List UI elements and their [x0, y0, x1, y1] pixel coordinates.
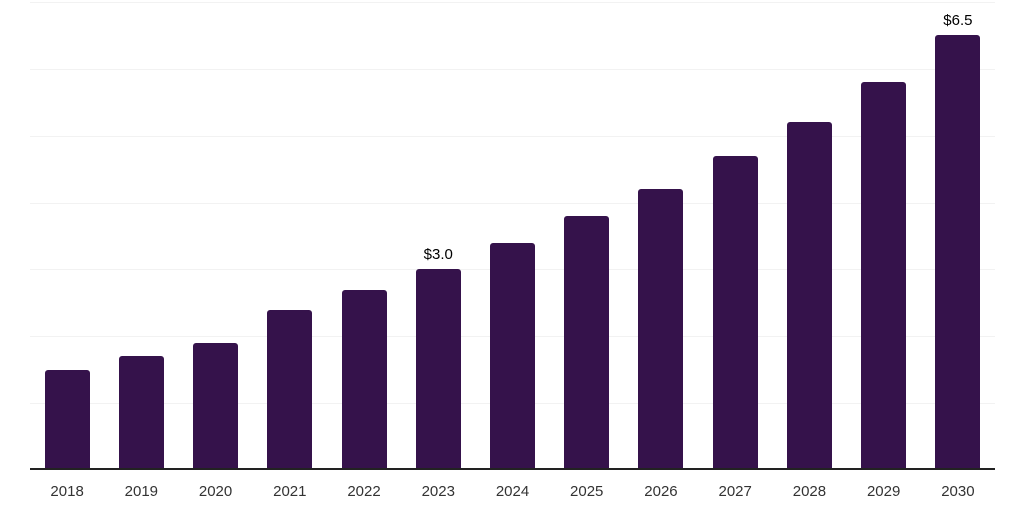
- bar-value-label-2023: $3.0: [423, 246, 453, 264]
- bar-2028: [786, 122, 832, 470]
- x-tick-2024: 2024: [495, 483, 530, 500]
- x-tick-2022: 2022: [347, 483, 381, 500]
- x-axis-tick-labels: 2018 2019 2020 2021 2022 2023 2024 2025 2026 2027…: [30, 482, 995, 504]
- bar-2021: [267, 309, 313, 470]
- x-axis-line: [30, 468, 995, 470]
- bar-value-label-2030: $6.5: [943, 12, 973, 30]
- bar-2022: [341, 289, 387, 470]
- gridline-y-5: [30, 135, 995, 137]
- gridline-y-6: [30, 68, 995, 70]
- bar-2030: [935, 35, 981, 470]
- x-tick-2025: 2025: [570, 483, 604, 500]
- bar-2025: [564, 215, 610, 470]
- x-tick-2026: 2026: [644, 483, 678, 500]
- bar-2019: [118, 356, 164, 470]
- bar-2029: [861, 82, 907, 470]
- x-tick-2028: 2028: [792, 483, 827, 500]
- x-tick-2023: 2023: [421, 483, 455, 500]
- x-tick-2020: 2020: [198, 483, 233, 500]
- gridline-y-4: [30, 202, 995, 204]
- bar-2027: [712, 155, 758, 470]
- x-tick-2030: 2030: [941, 483, 975, 500]
- x-tick-2018: 2018: [50, 483, 84, 500]
- bar-2018: [44, 369, 90, 470]
- bar-2023: [415, 269, 461, 470]
- x-tick-2019: 2019: [124, 483, 159, 500]
- bar-2026: [638, 189, 684, 470]
- x-tick-2029: 2029: [866, 483, 901, 500]
- bar-2024: [490, 242, 535, 470]
- plot-area: $3.0 $6.5: [30, 2, 995, 470]
- x-tick-2027: 2027: [718, 483, 752, 500]
- x-tick-2021: 2021: [273, 483, 307, 500]
- gridline-y-7: [30, 2, 995, 3]
- bar-2020: [193, 342, 239, 470]
